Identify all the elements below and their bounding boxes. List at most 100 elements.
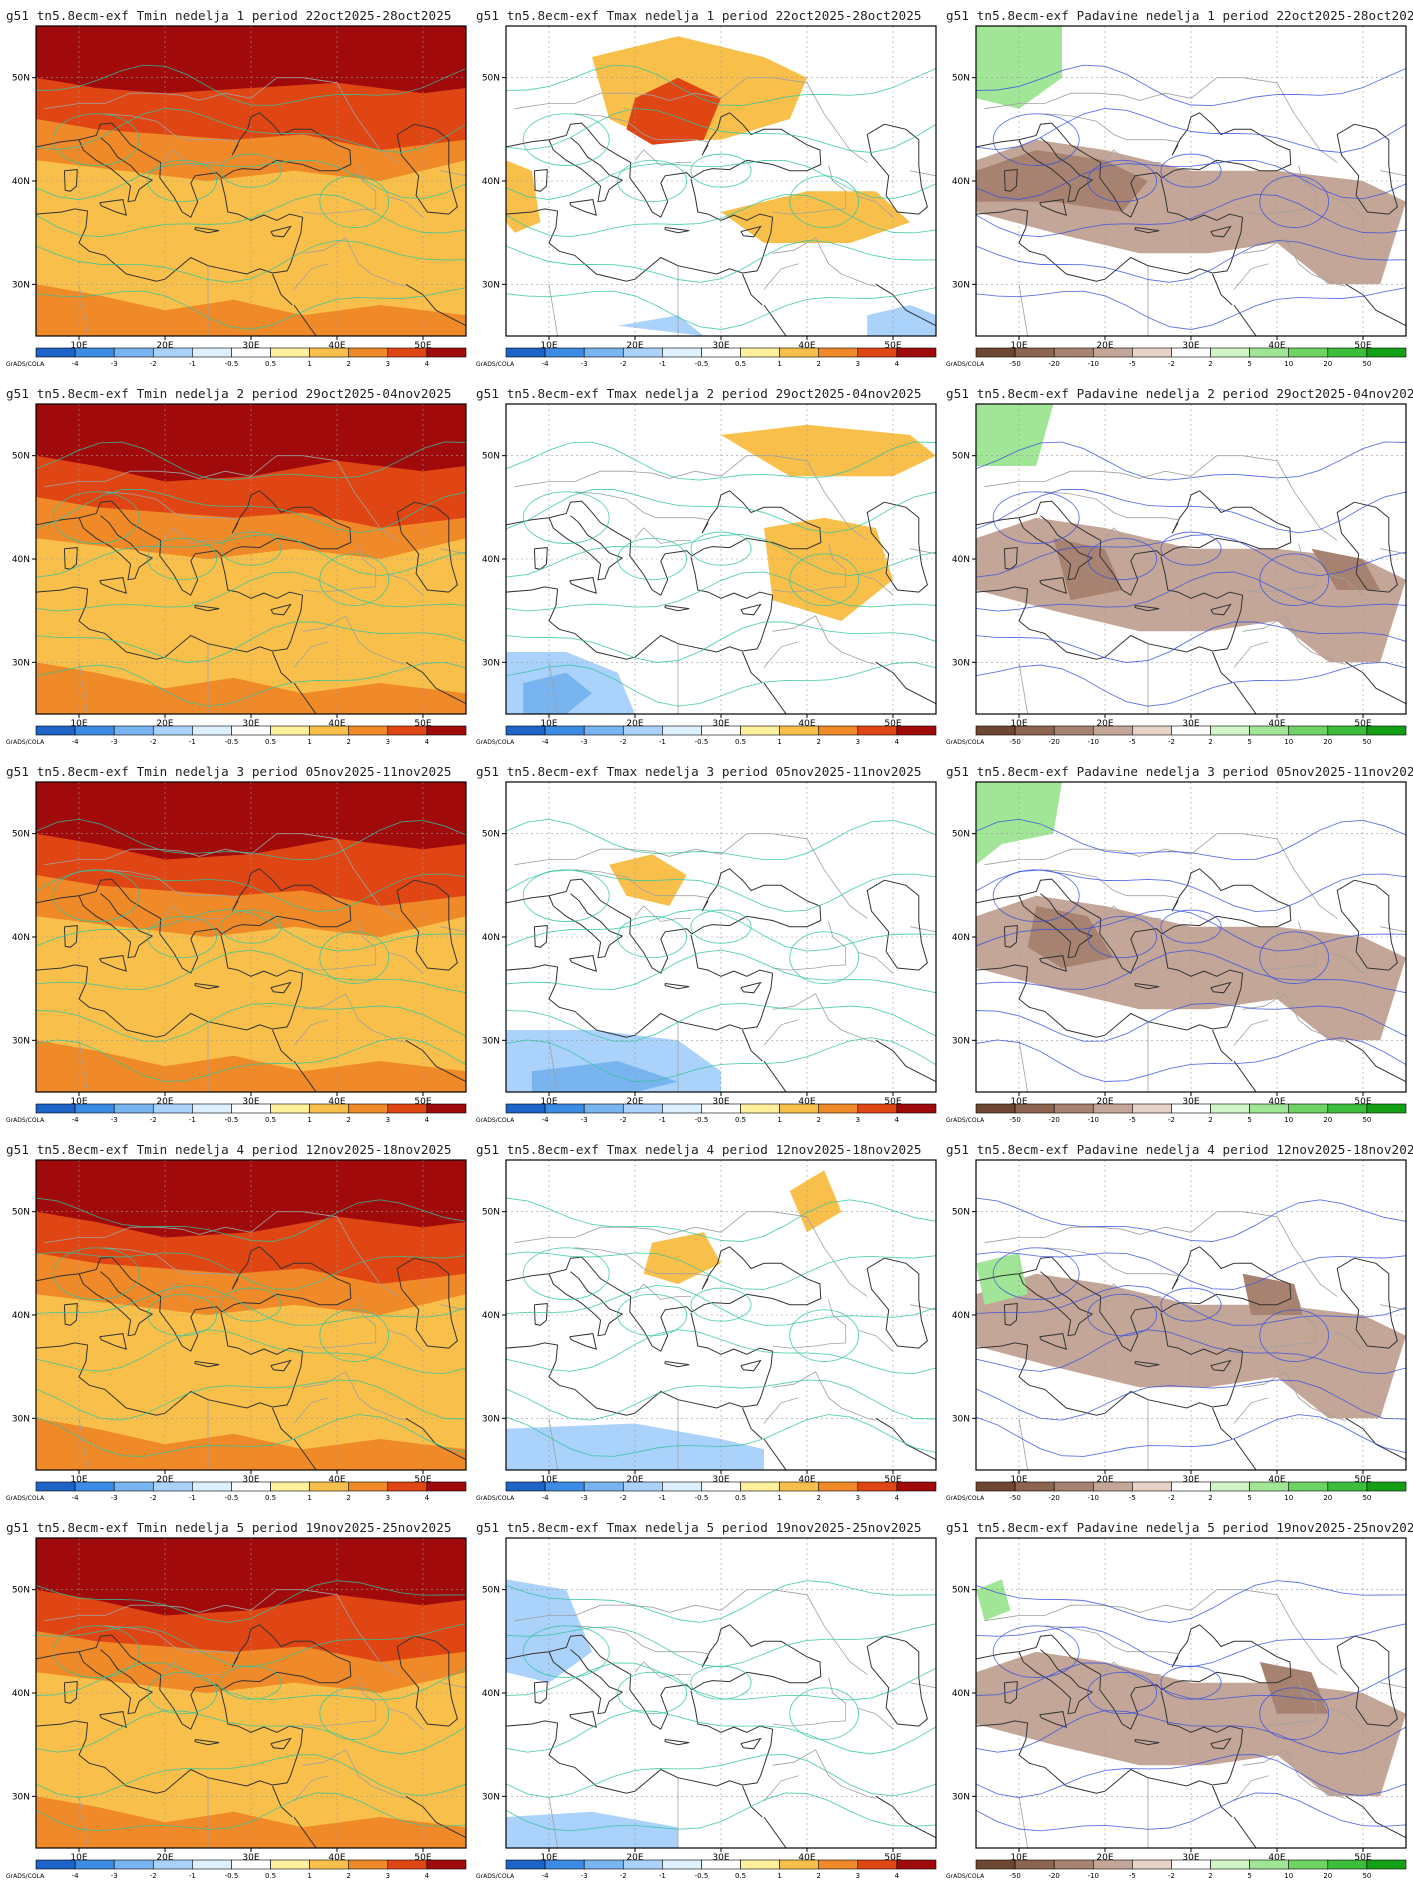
legend-label: -50 — [1009, 738, 1020, 746]
map-panel-tmin-week-5: g51 tn5.8ecm-exf Tmin nedelja 5 period 1… — [6, 1512, 468, 1884]
lon-tick-label: 30E — [242, 341, 259, 351]
legend-label: 0.5 — [265, 360, 276, 368]
map-svg: 10E 20E 30E 40E 50E 50N 40N 30N -4 -3 -2 -1 -0.5 0.5 1… — [476, 403, 937, 746]
map-panel-tmax-week-3: g51 tn5.8ecm-exf Tmax nedelja 3 period 0… — [476, 756, 938, 1128]
legend-label: -10 — [1088, 738, 1099, 746]
legend-swatch — [270, 347, 310, 358]
legend-swatch — [622, 1103, 663, 1114]
lat-tick-label: 50N — [482, 1208, 500, 1218]
map-panel-precip-week-2: g51 tn5.8ecm-exf Padavine nedelja 2 peri… — [946, 378, 1413, 750]
legend-swatch — [348, 725, 389, 736]
legend-swatch — [622, 347, 663, 358]
legend-swatch — [192, 725, 232, 736]
legend-label: -3 — [111, 738, 118, 746]
legend-label: 10 — [1284, 1494, 1293, 1502]
legend-swatch — [975, 347, 1016, 358]
legend-swatch — [662, 347, 702, 358]
credit-label: GrADS/COLA — [946, 1873, 985, 1880]
lon-tick-label: 10E — [70, 341, 87, 351]
legend-swatch — [74, 1481, 115, 1492]
legend-swatch — [662, 725, 702, 736]
legend-swatch — [1249, 725, 1290, 736]
legend-swatch — [505, 347, 546, 358]
lat-tick-label: 30N — [952, 280, 970, 290]
map-svg: 10E 20E 30E 40E 50E 50N 40N 30N -4 -3 -2 -1 -0.5 0.5 1… — [6, 1159, 467, 1502]
legend-label: 2 — [346, 1872, 350, 1880]
lon-tick-label: 40E — [798, 719, 815, 729]
contours — [506, 1580, 936, 1832]
legend-swatch — [348, 1859, 389, 1870]
lat-tick-label: 50N — [12, 452, 30, 462]
lon-tick-label: 50E — [884, 1097, 901, 1107]
legend-swatch — [1014, 1859, 1055, 1870]
legend-swatch — [387, 1481, 428, 1492]
lat-tick-label: 30N — [482, 1792, 500, 1802]
map-panel-tmin-week-4: g51 tn5.8ecm-exf Tmin nedelja 4 period 1… — [6, 1134, 468, 1506]
legend-swatch — [1210, 725, 1250, 736]
legend-label: -3 — [111, 360, 118, 368]
lat-tick-label: 50N — [952, 1208, 970, 1218]
credit-label: GrADS/COLA — [6, 361, 45, 368]
legend-label: 0.5 — [265, 1494, 276, 1502]
legend-label: -4 — [542, 738, 550, 746]
legend-label: -3 — [111, 1494, 118, 1502]
legend-label: -4 — [72, 738, 80, 746]
panel-title: g51 tn5.8ecm-exf Padavine nedelja 3 peri… — [946, 764, 1413, 779]
lon-tick-label: 40E — [328, 1475, 345, 1485]
legend-label: -2 — [620, 360, 627, 368]
map-svg: 10E 20E 30E 40E 50E 50N 40N 30N -4 -3 -2 -1 -0.5 0.5 1… — [6, 25, 467, 368]
lat-tick-label: 40N — [482, 933, 500, 943]
lon-tick-label: 30E — [242, 1853, 259, 1863]
lon-tick-label: 40E — [328, 1853, 345, 1863]
legend-swatch — [857, 725, 898, 736]
legend-swatch — [1210, 347, 1250, 358]
legend-swatch — [152, 725, 193, 736]
contours — [506, 64, 936, 330]
legend-swatch — [1171, 1481, 1211, 1492]
lon-tick-label: 10E — [1010, 1475, 1027, 1485]
credit-label: GrADS/COLA — [476, 1873, 515, 1880]
legend-swatch — [896, 1481, 937, 1492]
legend-label: 50 — [1362, 1116, 1371, 1124]
lat-tick-label: 40N — [12, 933, 30, 943]
legend-swatch — [74, 1859, 115, 1870]
legend-label: 20 — [1323, 1494, 1332, 1502]
legend-label: -10 — [1088, 1116, 1099, 1124]
map-panel-tmax-week-5: g51 tn5.8ecm-exf Tmax nedelja 5 period 1… — [476, 1512, 938, 1884]
map-svg: 10E 20E 30E 40E 50E 50N 40N 30N -4 -3 -2 -1 -0.5 0.5 1… — [476, 1159, 937, 1502]
legend-swatch — [1327, 347, 1368, 358]
contours — [36, 441, 466, 707]
legend-label: -5 — [1129, 1872, 1136, 1880]
lon-tick-label: 40E — [1268, 719, 1285, 729]
legend-swatch — [1014, 347, 1055, 358]
coastline — [976, 868, 1406, 1092]
contours — [506, 818, 936, 1082]
legend-swatch — [505, 1481, 546, 1492]
legend-swatch — [231, 347, 271, 358]
legend-swatch — [1132, 1859, 1172, 1870]
legend-label: 1 — [777, 1494, 781, 1502]
lon-tick-label: 20E — [156, 1475, 173, 1485]
lon-tick-label: 30E — [712, 1097, 729, 1107]
legend-swatch — [1132, 347, 1172, 358]
legend-swatch — [152, 1859, 193, 1870]
legend-label: -10 — [1088, 1872, 1099, 1880]
lon-tick-label: 40E — [328, 1097, 345, 1107]
legend-swatch — [896, 1859, 937, 1870]
legend-swatch — [348, 1103, 389, 1114]
legend-swatch — [544, 1859, 585, 1870]
lon-tick-label: 30E — [1182, 719, 1199, 729]
lat-tick-label: 50N — [482, 74, 500, 84]
lon-tick-label: 20E — [626, 1097, 643, 1107]
credit-label: GrADS/COLA — [476, 1117, 515, 1124]
legend-swatch — [701, 347, 741, 358]
legend-swatch — [1014, 1481, 1055, 1492]
lat-tick-label: 50N — [952, 830, 970, 840]
legend-label: 4 — [425, 738, 430, 746]
map-panel-tmin-week-2: g51 tn5.8ecm-exf Tmin nedelja 2 period 2… — [6, 378, 468, 750]
legend-label: 3 — [386, 1872, 390, 1880]
lat-tick-label: 30N — [482, 1036, 500, 1046]
legend-label: 0.5 — [735, 1116, 746, 1124]
legend-label: -1 — [659, 360, 666, 368]
